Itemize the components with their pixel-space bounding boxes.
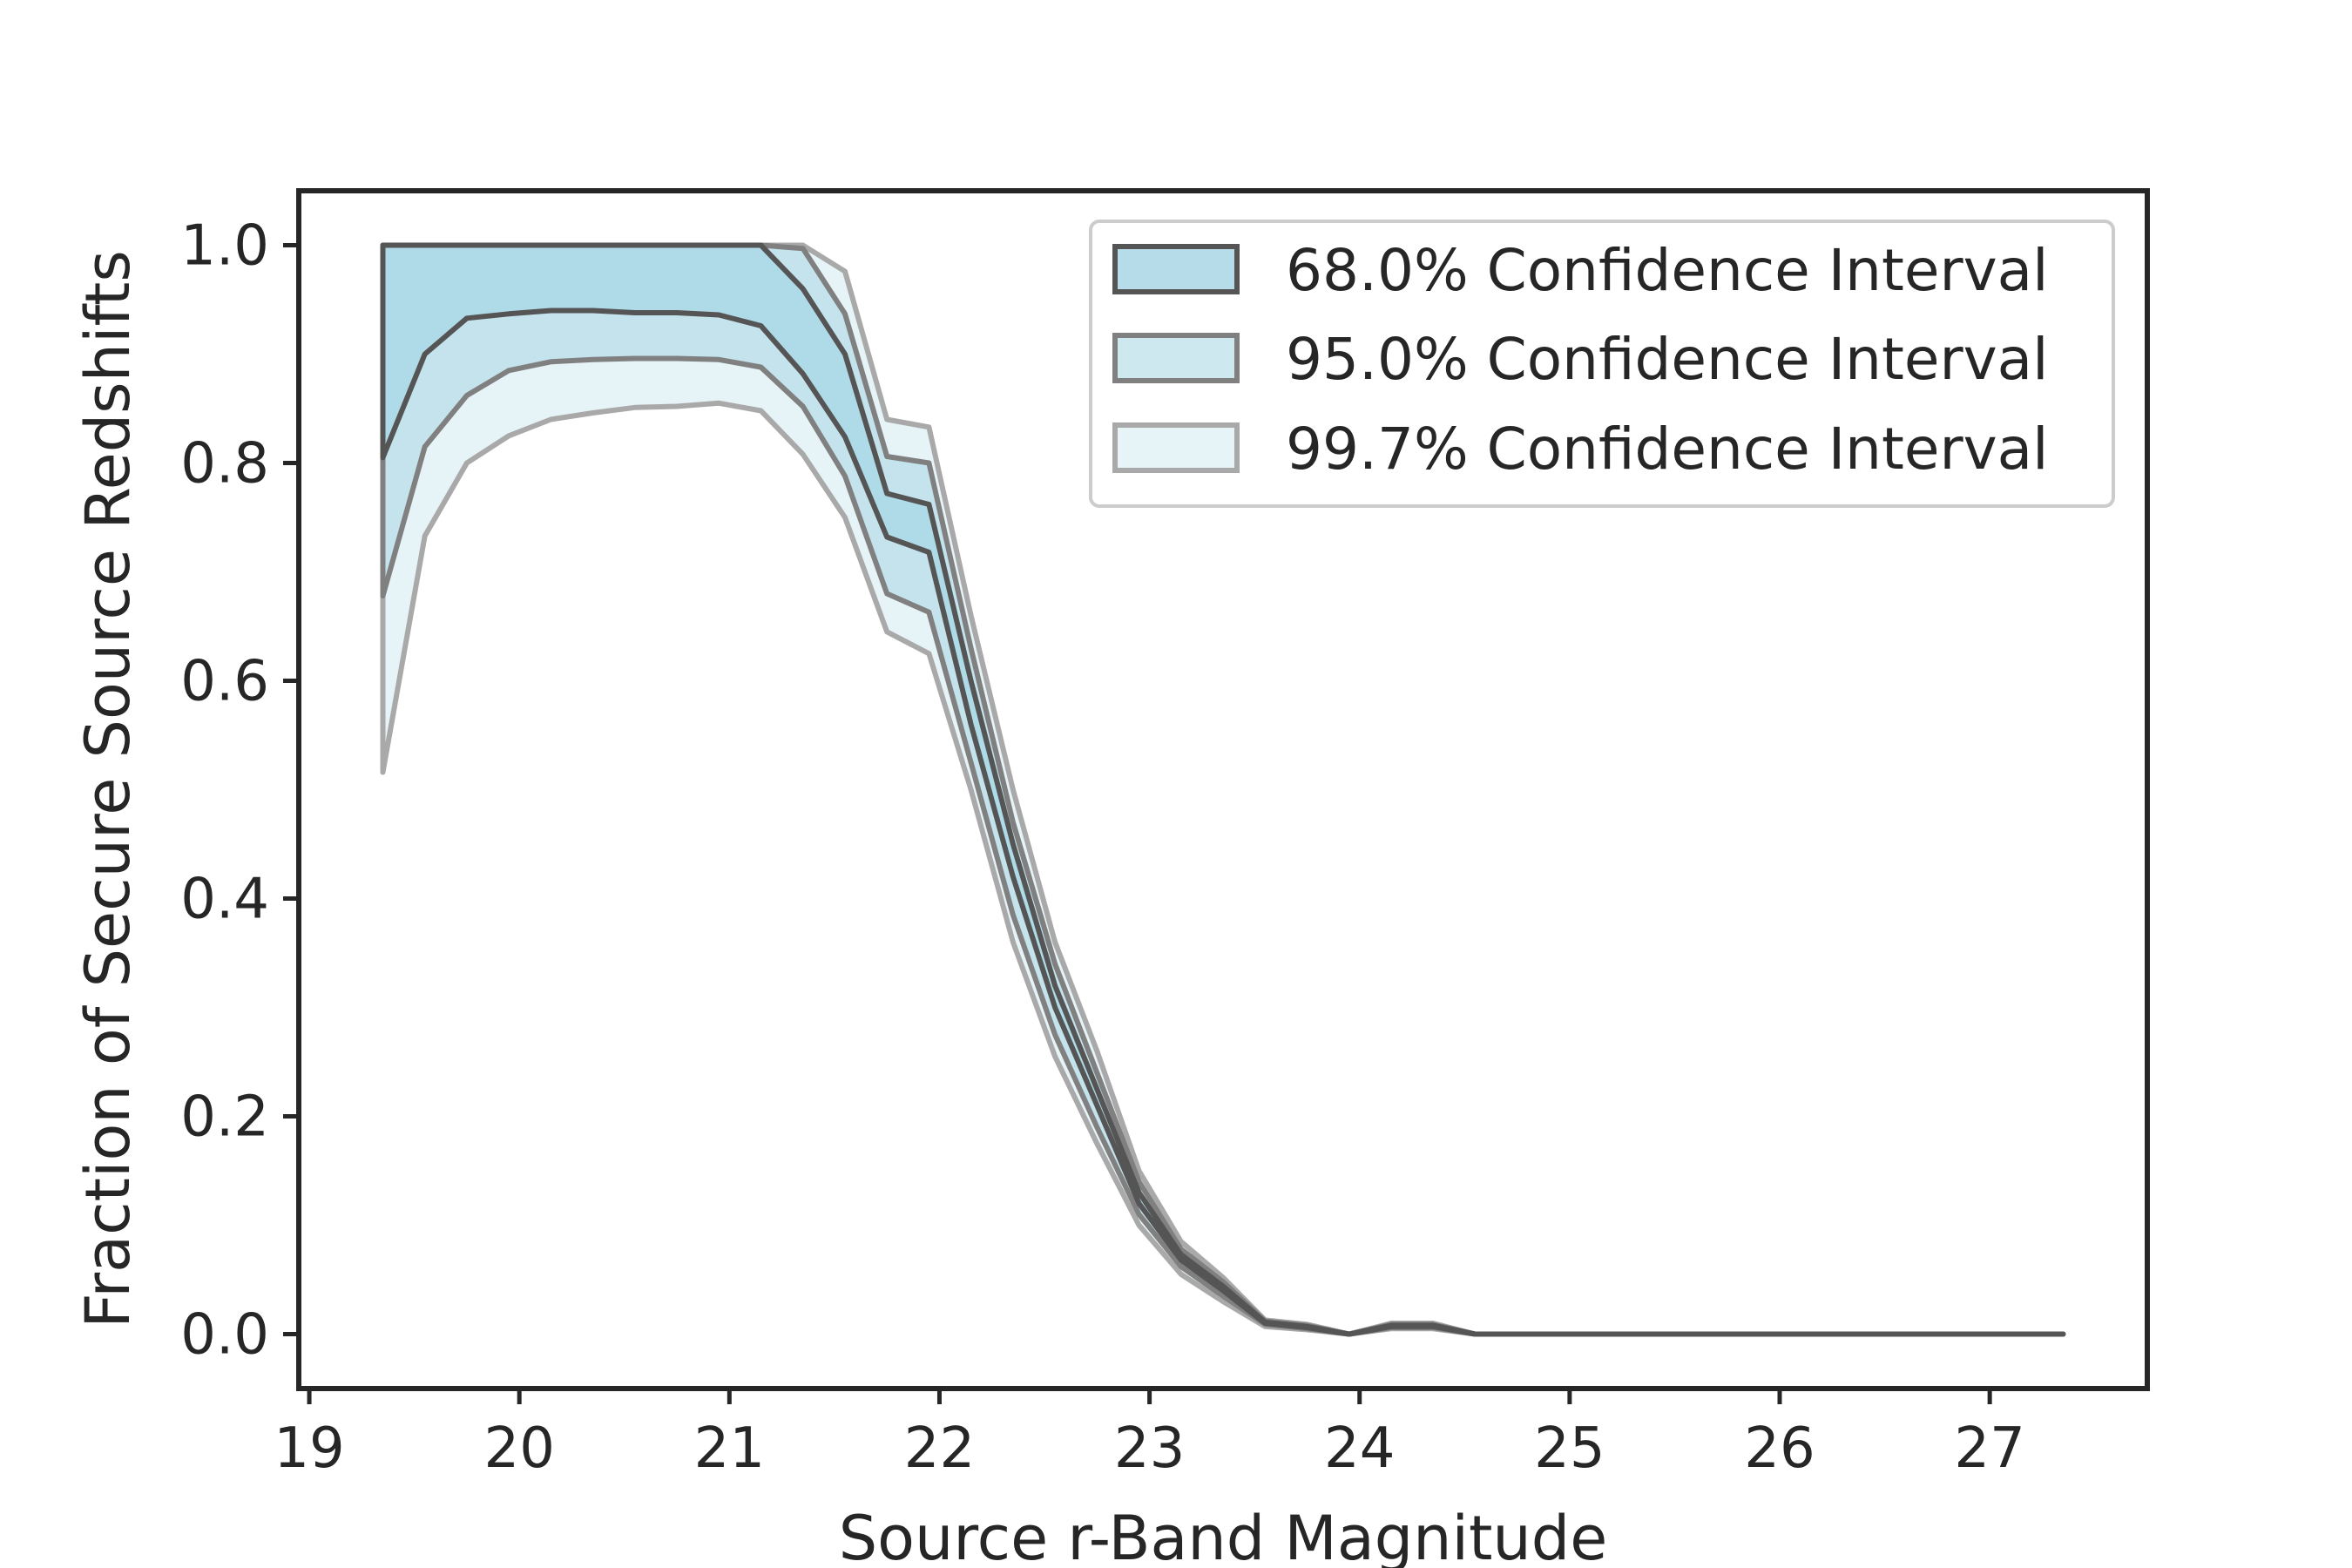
x-tick-label: 20	[483, 1416, 554, 1481]
legend-label-95: 95.0% Confidence Interval	[1286, 326, 2048, 393]
x-axis-ticks: 19 20 21 22 23 24 25 26 27	[274, 1389, 2025, 1481]
y-tick-label: 0.2	[180, 1085, 269, 1150]
y-tick-label: 0.0	[180, 1303, 269, 1368]
x-tick-label: 23	[1114, 1416, 1185, 1481]
x-tick-label: 26	[1744, 1416, 1815, 1481]
legend: 68.0% Confidence Interval 95.0% Confiden…	[1089, 220, 2115, 508]
legend-label-997: 99.7% Confidence Interval	[1286, 416, 2048, 483]
legend-swatch-997	[1112, 422, 1240, 473]
y-tick-label: 0.6	[180, 650, 269, 714]
legend-label-68: 68.0% Confidence Interval	[1286, 237, 2048, 304]
x-tick-label: 22	[904, 1416, 975, 1481]
x-tick-label: 24	[1324, 1416, 1395, 1481]
y-axis-title: Fraction of Secure Source Redshifts	[72, 250, 144, 1328]
x-tick-label: 25	[1534, 1416, 1605, 1481]
band-68	[380, 242, 2066, 1337]
x-tick-label: 27	[1954, 1416, 2024, 1481]
x-axis-title: Source r-Band Magnitude	[839, 1503, 1608, 1568]
plot-frame	[296, 188, 2150, 1391]
y-tick-label: 1.0	[180, 214, 269, 279]
y-axis-ticks: 0.0 0.2 0.4 0.6 0.8 1.0	[180, 214, 299, 1368]
y-tick-label: 0.4	[180, 868, 269, 932]
legend-swatch-95	[1112, 333, 1240, 383]
legend-swatch-68	[1112, 244, 1240, 294]
x-tick-label: 21	[694, 1416, 765, 1481]
y-tick-label: 0.8	[180, 432, 269, 497]
confidence-bands	[380, 242, 2066, 1337]
x-tick-label: 19	[274, 1416, 344, 1481]
legend-frame	[1089, 220, 2115, 508]
